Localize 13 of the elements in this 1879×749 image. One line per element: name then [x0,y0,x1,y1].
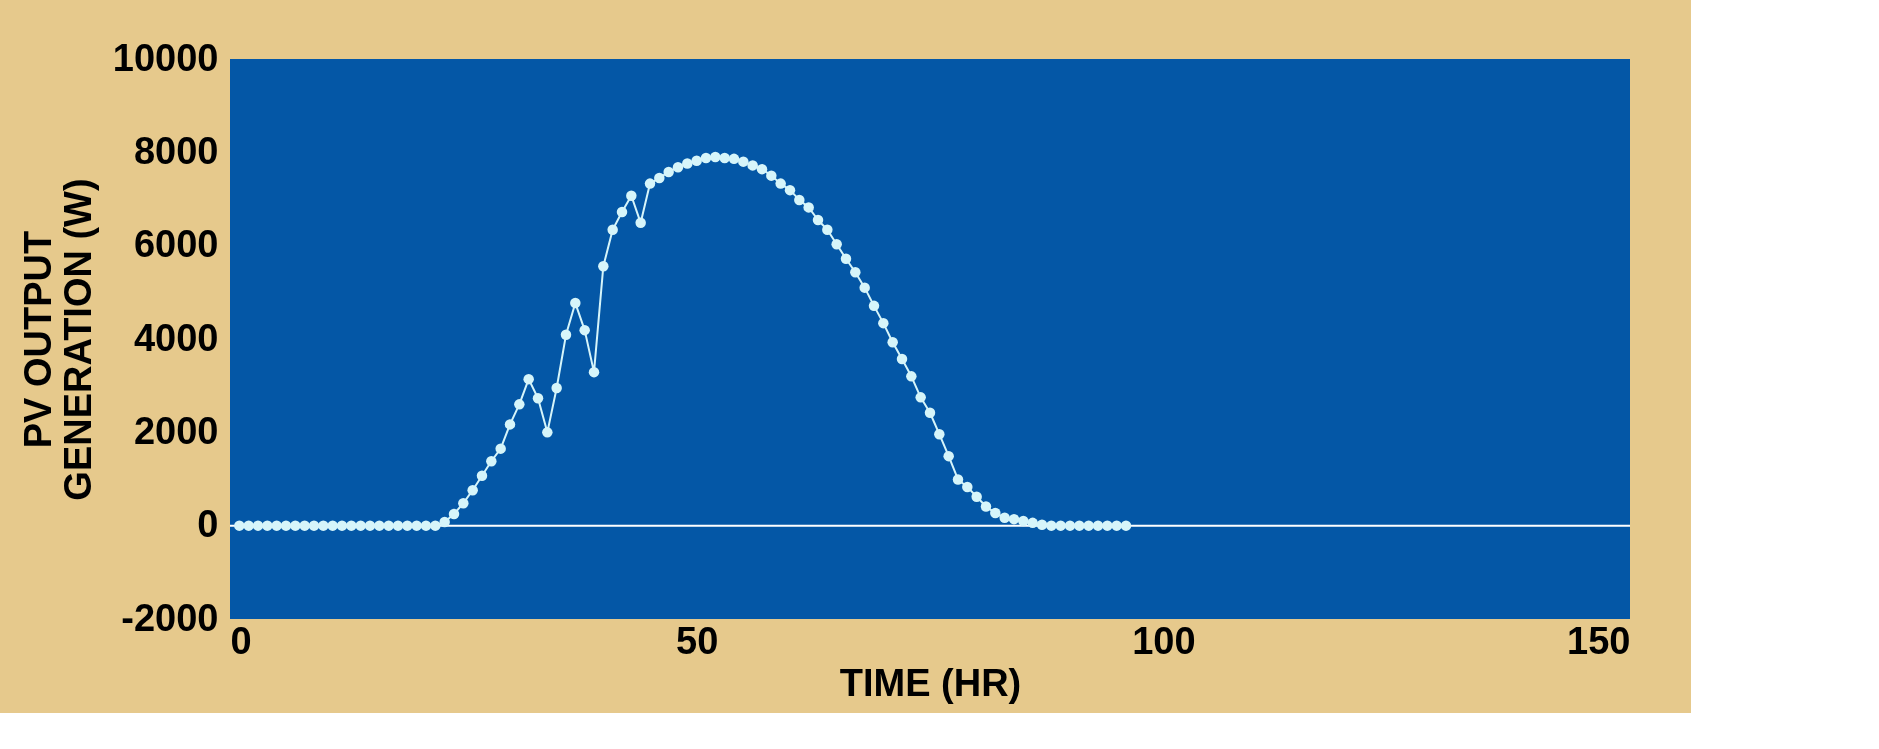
y-tick-label: 10000 [112,36,219,79]
x-tick-label: 150 [1567,619,1631,662]
x-tick-label: 0 [230,619,252,662]
x-tick-label: 50 [676,619,719,662]
y-tick-label: 0 [197,503,219,546]
x-axis-title: TIME (HR) [839,661,1022,704]
y-tick-label: 4000 [133,316,219,359]
y-tick-label: 2000 [133,409,219,452]
y-tick-label: 8000 [133,129,219,172]
y-axis-title: PV OUTPUT GENERATION (W) [16,178,99,501]
y-tick-label: 6000 [133,223,219,266]
x-tick-label: 100 [1132,619,1196,662]
y-tick-label: -2000 [121,596,219,639]
